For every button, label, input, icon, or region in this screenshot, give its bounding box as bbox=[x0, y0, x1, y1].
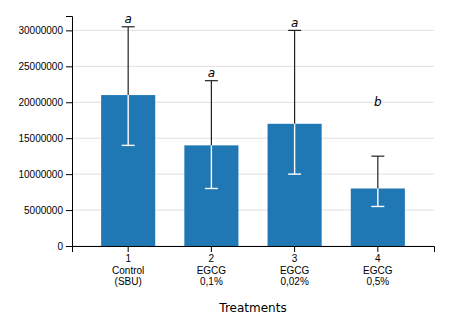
annotations: a a a b bbox=[124, 12, 382, 109]
tick-mark bbox=[66, 174, 72, 175]
tick-label-line: 1 bbox=[125, 253, 131, 264]
tick-label: 2EGCG0,1% bbox=[197, 253, 227, 287]
tick-label-line: EGCG bbox=[280, 265, 310, 276]
tick: 20000000 bbox=[19, 97, 73, 108]
annotation: a bbox=[291, 16, 298, 30]
bar bbox=[268, 124, 322, 246]
error-cap-down bbox=[288, 173, 301, 174]
annotation: a bbox=[124, 12, 131, 26]
error-bar-up bbox=[294, 30, 295, 123]
error-cap-up bbox=[288, 30, 301, 31]
tick: 5000000 bbox=[24, 205, 72, 216]
tick-label: 25000000 bbox=[19, 61, 64, 72]
tick-label-line: Control bbox=[112, 265, 144, 276]
tick: 30000000 bbox=[19, 25, 73, 36]
plot: 0 5000000 10000000 15000000 20000000 25000000… bbox=[19, 12, 435, 287]
annotation: a bbox=[208, 66, 215, 80]
bar bbox=[351, 189, 405, 247]
tick: 25000000 bbox=[19, 61, 73, 72]
tick-label-line: 0,5% bbox=[366, 276, 389, 287]
tick-label-line: EGCG bbox=[363, 265, 393, 276]
tick-mark bbox=[377, 246, 378, 252]
tick-label-line: 3 bbox=[292, 253, 298, 264]
error-bar-up bbox=[377, 156, 378, 188]
axis-line bbox=[66, 17, 73, 247]
tick-mark bbox=[66, 210, 72, 211]
tick-mark bbox=[211, 246, 212, 252]
error-cap-up bbox=[122, 26, 135, 27]
chart: 0 5000000 10000000 15000000 20000000 25000000… bbox=[0, 0, 450, 320]
tick: 2EGCG0,1% bbox=[197, 246, 227, 287]
tick: 4EGCG0,5% bbox=[363, 246, 393, 287]
tick: 1Control(SBU) bbox=[112, 246, 144, 287]
tick-mark bbox=[294, 246, 295, 252]
error-bar-down bbox=[377, 189, 378, 207]
grid-line bbox=[72, 66, 434, 67]
tick-label-line: 0,02% bbox=[280, 276, 308, 287]
axis-line bbox=[73, 247, 435, 253]
tick-mark bbox=[66, 102, 72, 103]
annotation: b bbox=[374, 95, 382, 109]
tick-label-line: EGCG bbox=[197, 265, 227, 276]
tick-mark bbox=[66, 246, 72, 247]
error-bar-down bbox=[211, 145, 212, 188]
tick-mark bbox=[66, 138, 72, 139]
tick-mark bbox=[66, 30, 72, 31]
tick: 10000000 bbox=[19, 169, 73, 180]
error-bar-down bbox=[294, 124, 295, 174]
tick-label-line: 2 bbox=[209, 253, 215, 264]
x-axis: 1Control(SBU)2EGCG0,1%3EGCG0,02%4EGCG0,5… bbox=[73, 246, 435, 287]
error-bar-up bbox=[128, 27, 129, 95]
bar bbox=[184, 145, 238, 246]
tick-label: 3EGCG0,02% bbox=[280, 253, 310, 287]
tick-label: 30000000 bbox=[19, 25, 64, 36]
tick-label-line: 0,1% bbox=[200, 276, 223, 287]
marks bbox=[101, 27, 405, 246]
error-cap-up bbox=[371, 156, 384, 157]
tick-label: 4EGCG0,5% bbox=[363, 253, 393, 287]
error-cap-down bbox=[205, 188, 218, 189]
y-axis: 0 5000000 10000000 15000000 20000000 25000000… bbox=[19, 17, 73, 252]
grid bbox=[72, 30, 434, 246]
error-cap-down bbox=[122, 145, 135, 146]
grid-line bbox=[72, 30, 434, 31]
tick-label-line: 4 bbox=[375, 253, 381, 264]
error-cap-up bbox=[205, 80, 218, 81]
x-axis-title: Treatments bbox=[218, 301, 286, 315]
tick-label-line: (SBU) bbox=[115, 276, 142, 287]
error-cap-down bbox=[371, 206, 384, 207]
tick-label: 1Control(SBU) bbox=[112, 253, 144, 287]
bar bbox=[101, 95, 155, 246]
tick-mark bbox=[128, 246, 129, 252]
tick: 3EGCG0,02% bbox=[280, 246, 310, 287]
tick-label: 5000000 bbox=[24, 205, 63, 216]
tick-mark bbox=[66, 66, 72, 67]
error-bar-up bbox=[211, 81, 212, 146]
tick: 0 bbox=[57, 241, 72, 252]
tick-label: 15000000 bbox=[19, 133, 64, 144]
tick: 15000000 bbox=[19, 133, 73, 144]
tick-label: 10000000 bbox=[19, 169, 64, 180]
tick-label: 0 bbox=[57, 241, 63, 252]
error-bar-down bbox=[127, 95, 128, 145]
tick-label: 20000000 bbox=[19, 97, 64, 108]
